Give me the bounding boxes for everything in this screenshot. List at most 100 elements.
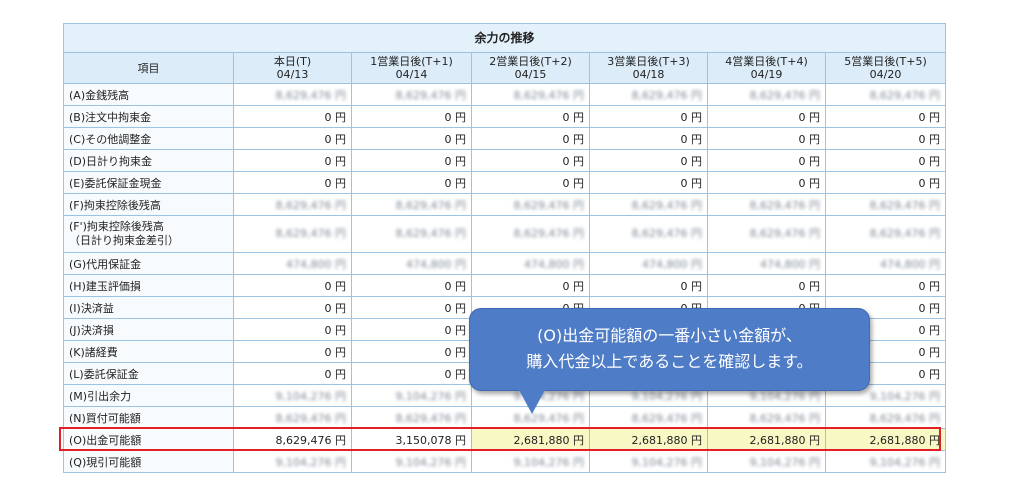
value-text: 0 円 bbox=[324, 110, 347, 124]
withdrawable-row-highlight bbox=[59, 427, 941, 451]
value-cell: 0 円 bbox=[707, 127, 826, 150]
row-label-text: (O)出金可能額 bbox=[69, 433, 142, 447]
value-cell: 0 円 bbox=[471, 127, 590, 150]
row-label-subtext: （日計り拘束金差引） bbox=[69, 234, 179, 247]
value-text: 2,681,880 円 bbox=[513, 433, 584, 447]
column-header-date: 04/18 bbox=[632, 68, 665, 81]
value-text: 0 円 bbox=[324, 279, 347, 293]
value-text: 474,800 円 bbox=[880, 257, 941, 271]
column-header: 1営業日後(T+1) 04/14 bbox=[351, 52, 472, 84]
row-label: (F')拘束控除後残高 （日計り拘束金差引） bbox=[63, 215, 234, 253]
column-header-label: 1営業日後(T+1) bbox=[370, 55, 453, 68]
value-text: 8,629,476 円 bbox=[749, 411, 820, 425]
row-label: (Q)現引可能額 bbox=[63, 450, 234, 473]
value-cell: 9,104,276 円 bbox=[351, 384, 472, 407]
value-text: 0 円 bbox=[444, 301, 467, 315]
value-cell: 8,629,476 円 bbox=[824, 406, 947, 429]
value-cell: 0 円 bbox=[233, 274, 352, 297]
value-cell: 8,629,476 円 bbox=[589, 406, 708, 429]
value-cell: 474,800 円 bbox=[824, 252, 947, 275]
value-text: 9,104,276 円 bbox=[749, 389, 820, 403]
value-text: 9,104,276 円 bbox=[631, 389, 702, 403]
column-header-label: 本日(T) bbox=[273, 55, 312, 68]
value-text: 0 円 bbox=[918, 367, 941, 381]
row-label-text: (M)引出余力 bbox=[69, 389, 132, 403]
value-text: 0 円 bbox=[562, 176, 585, 190]
value-text: 0 円 bbox=[324, 132, 347, 146]
value-text: 8,629,476 円 bbox=[749, 227, 820, 240]
value-cell: 8,629,476 円 bbox=[233, 193, 352, 216]
value-text: 8,629,476 円 bbox=[869, 227, 941, 240]
value-cell: 8,629,476 円 bbox=[707, 83, 826, 106]
column-header: 4営業日後(T+4) 04/19 bbox=[707, 52, 826, 84]
value-cell: 0 円 bbox=[351, 274, 472, 297]
value-cell: 0 円 bbox=[351, 362, 472, 385]
value-cell: 0 円 bbox=[707, 149, 826, 172]
row-label: (D)日計り拘束金 bbox=[63, 149, 234, 172]
value-text: 9,104,276 円 bbox=[395, 455, 466, 469]
column-header-date: 04/13 bbox=[276, 68, 309, 81]
value-cell: 8,629,476 円 bbox=[824, 215, 947, 253]
value-cell: 8,629,476 円 bbox=[707, 215, 826, 253]
value-cell: 8,629,476 円 bbox=[351, 193, 472, 216]
row-label: (O)出金可能額 bbox=[63, 428, 234, 451]
value-text: 0 円 bbox=[918, 345, 941, 359]
row-label-text: (A)金銭残高 bbox=[69, 88, 130, 102]
value-cell: 8,629,476 円 bbox=[707, 193, 826, 216]
value-cell: 3,150,078 円 bbox=[351, 428, 472, 451]
value-text: 0 円 bbox=[444, 279, 467, 293]
table-row: (E)委託保証金現金 0 円 0 円 0 円 0 円 0 円 0 円 bbox=[63, 171, 947, 194]
row-label-text: (D)日計り拘束金 bbox=[69, 154, 153, 168]
value-cell: 0 円 bbox=[351, 149, 472, 172]
value-text: 8,629,476 円 bbox=[869, 88, 941, 102]
row-label: (F)拘束控除後残高 bbox=[63, 193, 234, 216]
value-cell: 8,629,476 円 bbox=[471, 215, 590, 253]
row-label: (C)その他調整金 bbox=[63, 127, 234, 150]
value-text: 8,629,476 円 bbox=[275, 227, 346, 240]
value-cell: 0 円 bbox=[233, 105, 352, 128]
value-text: 0 円 bbox=[324, 301, 347, 315]
row-label-text: (Q)現引可能額 bbox=[69, 455, 142, 469]
column-header-row: 項目 本日(T) 04/13 1営業日後(T+1) 04/14 2営業日後(T+2) 04… bbox=[63, 52, 947, 84]
value-text: 0 円 bbox=[798, 132, 821, 146]
value-text: 8,629,476 円 bbox=[869, 411, 941, 425]
column-header: 3営業日後(T+3) 04/18 bbox=[589, 52, 708, 84]
value-cell: 8,629,476 円 bbox=[824, 83, 947, 106]
value-text: 8,629,476 円 bbox=[513, 411, 584, 425]
value-text: 9,104,276 円 bbox=[275, 389, 346, 403]
value-text: 0 円 bbox=[444, 132, 467, 146]
value-text: 0 円 bbox=[798, 279, 821, 293]
value-cell: 8,629,476 円 bbox=[351, 406, 472, 429]
column-header-label: 2営業日後(T+2) bbox=[489, 55, 572, 68]
column-header: 本日(T) 04/13 bbox=[233, 52, 352, 84]
value-cell: 0 円 bbox=[233, 318, 352, 341]
row-label-text: (I)決済益 bbox=[69, 301, 114, 315]
value-cell: 9,104,276 円 bbox=[707, 450, 826, 473]
value-text: 0 円 bbox=[680, 176, 703, 190]
column-header: 5営業日後(T+5) 04/20 bbox=[824, 52, 947, 84]
value-cell: 0 円 bbox=[351, 127, 472, 150]
value-cell: 0 円 bbox=[471, 274, 590, 297]
value-text: 0 円 bbox=[562, 154, 585, 168]
value-cell: 0 円 bbox=[589, 105, 708, 128]
value-text: 9,104,276 円 bbox=[275, 455, 346, 469]
value-cell: 8,629,476 円 bbox=[233, 215, 352, 253]
table-row: (H)建玉評価損 0 円 0 円 0 円 0 円 0 円 0 円 bbox=[63, 274, 947, 297]
value-text: 0 円 bbox=[680, 154, 703, 168]
table-row: (O)出金可能額 8,629,476 円 3,150,078 円 2,681,880 … bbox=[63, 428, 947, 451]
value-cell: 8,629,476 円 bbox=[471, 83, 590, 106]
row-label-text: (B)注文中拘束金 bbox=[69, 110, 152, 124]
value-cell: 0 円 bbox=[471, 105, 590, 128]
row-label: (H)建玉評価損 bbox=[63, 274, 234, 297]
value-text: 0 円 bbox=[798, 154, 821, 168]
value-text: 0 円 bbox=[562, 132, 585, 146]
value-text: 0 円 bbox=[918, 301, 941, 315]
value-cell: 9,104,276 円 bbox=[471, 450, 590, 473]
value-cell: 8,629,476 円 bbox=[233, 83, 352, 106]
value-text: 8,629,476 円 bbox=[275, 198, 346, 212]
value-text: 8,629,476 円 bbox=[275, 411, 346, 425]
table-row: (F')拘束控除後残高 （日計り拘束金差引） 8,629,476 円 8,629,47… bbox=[63, 215, 947, 253]
value-text: 474,800 円 bbox=[286, 257, 346, 271]
column-header-label: 3営業日後(T+3) bbox=[607, 55, 690, 68]
value-cell: 0 円 bbox=[233, 296, 352, 319]
